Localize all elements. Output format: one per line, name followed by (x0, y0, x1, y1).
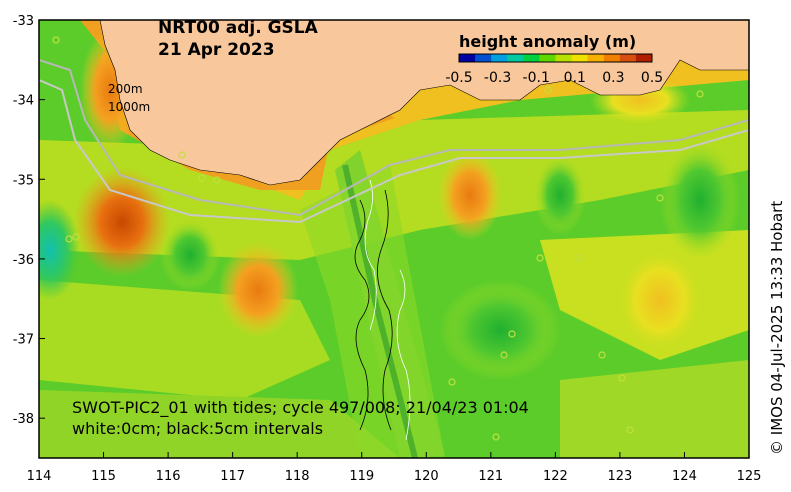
colorbar-tick-label: -0.3 (484, 70, 511, 86)
plot-frame (38, 19, 750, 459)
y-axis: -33 -34 -35 -36 -37 -38 (13, 14, 45, 427)
x-tick-label: 124 (672, 469, 697, 484)
colorbar-swatch (507, 54, 524, 62)
colorbar-swatch (571, 54, 589, 62)
map-date: 21 Apr 2023 (158, 40, 275, 60)
colorbar-swatch (523, 54, 540, 62)
colorbar-swatch (491, 54, 508, 62)
colorbar-title: height anomaly (m) (459, 32, 636, 51)
colorbar-swatch (587, 54, 605, 62)
drifter-markers (52, 36, 704, 441)
x-tick-label: 115 (91, 469, 116, 484)
colorbar-tick-label: 0.3 (602, 70, 624, 86)
isobath-label-200m: 200m (108, 82, 143, 96)
y-tick-label: -38 (13, 412, 34, 427)
y-tick-label: -33 (13, 14, 34, 29)
x-tick-label: 118 (285, 469, 310, 484)
colorbar-swatch (555, 54, 573, 62)
x-tick-label: 119 (349, 469, 374, 484)
colorbar-tick-label: 0.1 (564, 70, 586, 86)
y-tick-label: -35 (13, 173, 34, 188)
colorbar-swatches (458, 53, 653, 63)
x-tick-label: 122 (543, 469, 568, 484)
isobath-1000m (39, 79, 749, 224)
x-axis: 114 115 116 117 118 119 120 121 122 123 124 125 (27, 452, 762, 484)
colorbar-ticks: -0.5 -0.3 -0.1 0.1 0.3 0.5 (445, 70, 663, 86)
sea-level-anomaly-field (39, 20, 749, 458)
colorbar-tick-label: 0.5 (641, 70, 663, 86)
y-tick-label: -37 (13, 333, 34, 348)
colorbar-swatch (475, 54, 492, 62)
x-tick-label: 114 (27, 469, 52, 484)
colorbar-swatch (459, 54, 476, 62)
swot-swath (300, 150, 445, 458)
colorbar-frame (458, 53, 653, 63)
x-tick-label: 116 (156, 469, 181, 484)
imos-credit: © IMOS 04-Jul-2025 13:33 Hobart (768, 201, 786, 455)
x-tick-label: 125 (737, 469, 762, 484)
x-tick-label: 120 (414, 469, 439, 484)
colorbar-tick-label: -0.1 (523, 70, 550, 86)
colorbar-swatch (619, 54, 637, 62)
colorbar: height anomaly (m) -0.5 -0.3 -0.1 0.1 0.3 0.5 (445, 32, 663, 86)
colorbar-swatch (603, 54, 621, 62)
colorbar-swatch (539, 54, 556, 62)
swot-annotation-line1: SWOT-PIC2_01 with tides; cycle 497/008; … (72, 398, 529, 418)
swot-annotation-line2: white:0cm; black:5cm intervals (72, 419, 323, 438)
map-title: NRT00 adj. GSLA (158, 18, 319, 38)
isobath-label-1000m: 1000m (108, 100, 150, 114)
colorbar-tick-label: -0.5 (445, 70, 472, 86)
y-tick-label: -34 (13, 94, 34, 109)
x-tick-label: 121 (478, 469, 503, 484)
x-tick-label: 123 (607, 469, 632, 484)
y-tick-label: -36 (13, 253, 34, 268)
isobath-200m (39, 59, 749, 217)
colorbar-swatch (635, 54, 653, 62)
x-tick-label: 117 (220, 469, 245, 484)
